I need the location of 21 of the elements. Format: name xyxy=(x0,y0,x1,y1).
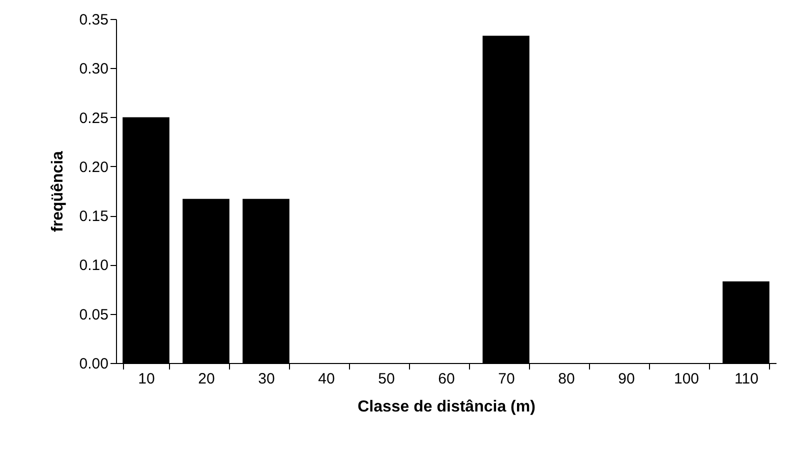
x-tick-label: 40 xyxy=(318,370,335,388)
y-tick-label: 0.25 xyxy=(79,110,108,127)
x-tick-label: 110 xyxy=(734,370,758,388)
y-tick-label: 0.35 xyxy=(79,12,108,28)
x-axis-title: Classe de distância (m) xyxy=(358,398,536,416)
y-tick-label: 0.30 xyxy=(79,60,108,78)
x-tick-label: 20 xyxy=(198,370,215,388)
y-tick-label: 0.15 xyxy=(79,208,108,226)
y-tick-label: 0.00 xyxy=(79,356,108,372)
x-tick-label: 80 xyxy=(558,370,575,388)
x-tick-label: 100 xyxy=(674,370,700,388)
x-tick-label: 90 xyxy=(618,370,635,388)
x-tick-label: 10 xyxy=(138,370,155,388)
x-tick-label: 50 xyxy=(378,370,395,388)
x-tick-label: 60 xyxy=(438,370,455,388)
x-tick-label: 70 xyxy=(498,370,515,388)
y-tick-label: 0.10 xyxy=(79,257,108,274)
x-tick-label: 30 xyxy=(258,370,275,388)
y-tick-label: 0.20 xyxy=(79,158,108,176)
y-axis-title: freqüência xyxy=(49,150,66,232)
y-tick-label: 0.05 xyxy=(79,306,108,324)
